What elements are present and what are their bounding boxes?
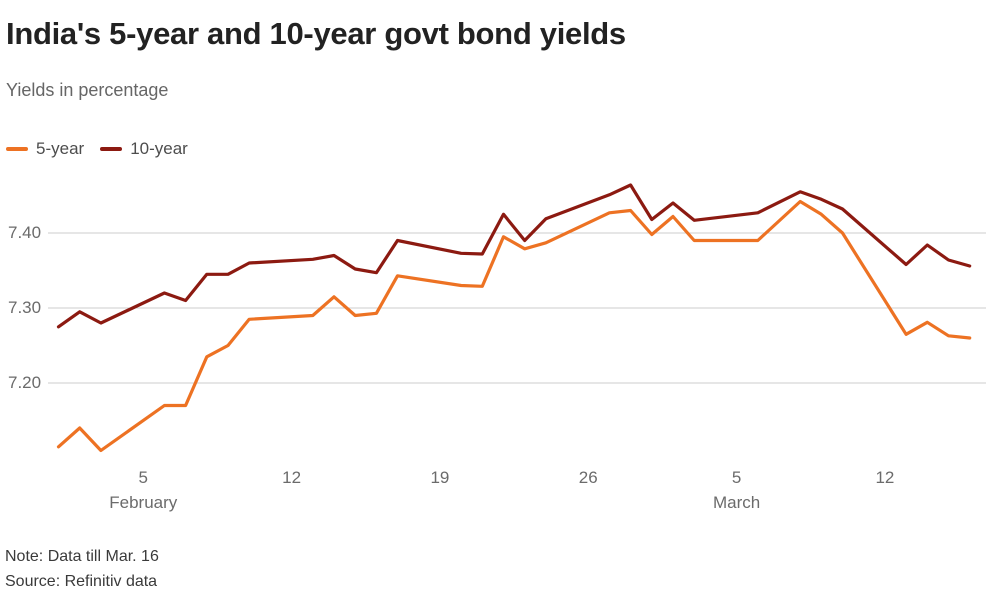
y-axis-tick-7.20: 7.20 bbox=[8, 373, 42, 392]
x-axis-tick-4-5: 5 bbox=[731, 468, 742, 487]
series-line-5-year bbox=[56, 199, 972, 453]
x-axis-tick-3-26: 26 bbox=[578, 468, 598, 487]
chart-subtitle: Yields in percentage bbox=[6, 80, 169, 100]
chart-note: Note: Data till Mar. 16 bbox=[5, 548, 159, 565]
legend-swatch-5-year-icon bbox=[6, 147, 28, 151]
legend-item-10-year: 10-year bbox=[100, 139, 188, 159]
chart-title: India's 5-year and 10-year govt bond yie… bbox=[6, 16, 626, 51]
chart-source: Source: Refinitiv data bbox=[5, 573, 158, 590]
x-axis-tick-1-12: 12 bbox=[282, 468, 302, 487]
x-axis-tick-2-19: 19 bbox=[430, 468, 450, 487]
x-axis-month-February: February bbox=[109, 493, 178, 512]
legend-item-5-year: 5-year bbox=[6, 139, 84, 159]
legend-swatch-10-year-icon bbox=[100, 147, 123, 151]
y-axis-tick-7.30: 7.30 bbox=[8, 298, 42, 317]
legend-label-5-year: 5-year bbox=[36, 139, 85, 158]
legend-label-10-year: 10-year bbox=[130, 139, 188, 158]
x-axis-tick-5-12: 12 bbox=[875, 468, 895, 487]
legend: 5-year 10-year bbox=[6, 139, 188, 159]
y-axis-tick-7.40: 7.40 bbox=[8, 223, 42, 242]
series-line-10-year bbox=[56, 183, 972, 329]
x-axis-tick-0-5: 5 bbox=[138, 468, 148, 487]
x-axis-month-March: March bbox=[712, 493, 761, 512]
